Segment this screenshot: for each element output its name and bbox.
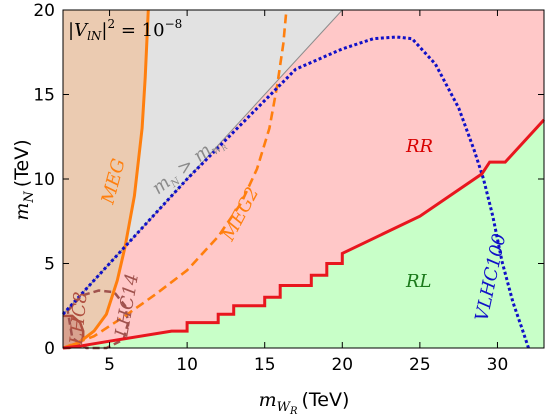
lhc14-curve [66,289,130,350]
y-axis-ticks: 0 5 10 15 20 [33,1,544,359]
meg2-curve [62,9,288,350]
x-tick-label: 15 [254,355,276,375]
x-tick-label: 25 [409,355,431,375]
y-tick-label: 10 [33,170,55,190]
region-label-rr: RR [405,136,433,157]
x-tick-label: 20 [331,355,353,375]
region-label-rl: RL [405,271,432,292]
region-meg-excluded [63,10,149,348]
x-tick-label: 10 [176,355,198,375]
x-axis-label: mWR(TeV) [259,389,350,416]
y-tick-label: 5 [44,255,55,275]
x-tick-label: 30 [487,355,509,375]
region-rl [63,119,544,348]
y-tick-label: 15 [33,86,55,106]
curve-label-lhc8: LHC8 [66,291,92,347]
curves [61,9,545,350]
mixing-annotation: |VlN|2 = 10−8 [68,17,182,43]
vlhc100-curve [61,35,530,349]
rr-rl-boundary-curve [62,118,545,350]
x-axis-ticks: 5 10 15 20 25 30 [104,10,508,375]
meg-curve [62,9,150,350]
x-tick-label: 5 [104,355,115,375]
y-tick-label: 20 [33,1,55,21]
y-tick-label: 0 [44,339,55,359]
y-axis-label: mN(TeV) [11,139,37,220]
